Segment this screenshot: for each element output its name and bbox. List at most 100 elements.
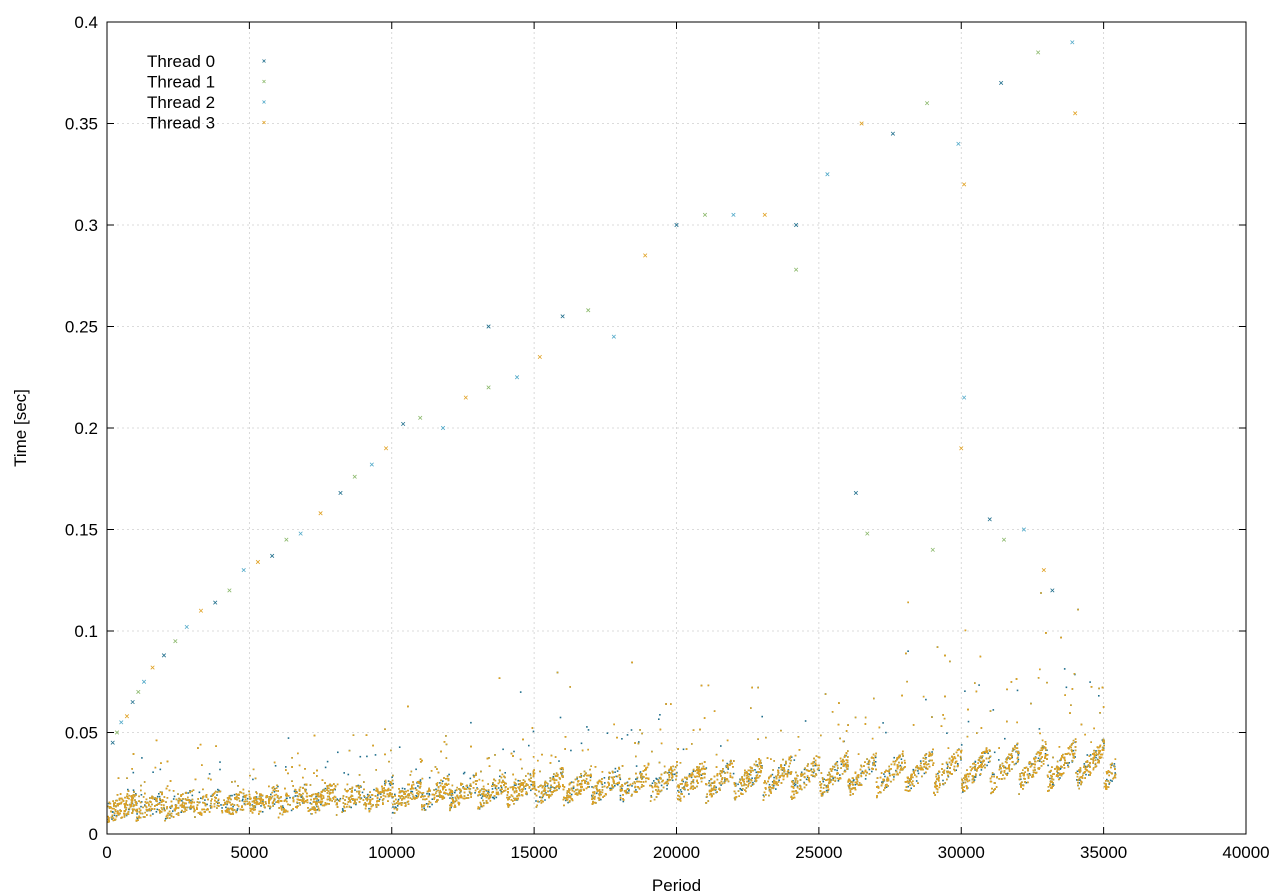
data-point	[528, 744, 530, 747]
data-point	[787, 769, 790, 771]
data-point	[341, 808, 344, 810]
data-point	[885, 731, 887, 734]
data-point	[208, 773, 211, 775]
data-point	[690, 776, 693, 779]
data-point	[980, 761, 982, 764]
data-point	[1012, 749, 1015, 751]
data-point	[172, 798, 175, 800]
data-point	[635, 789, 637, 791]
data-point	[588, 786, 590, 788]
data-point	[459, 791, 462, 793]
data-point	[872, 762, 874, 764]
data-point	[466, 786, 469, 789]
data-point	[1006, 772, 1009, 775]
data-point	[631, 785, 633, 787]
data-point	[190, 799, 192, 802]
data-point	[559, 716, 562, 719]
data-point	[1052, 783, 1054, 786]
data-point	[673, 773, 676, 776]
data-point	[666, 784, 668, 787]
data-point	[1088, 774, 1090, 776]
data-point	[1049, 771, 1051, 773]
data-point	[754, 769, 756, 771]
data-point	[688, 793, 690, 795]
data-point	[437, 795, 439, 797]
data-point	[679, 789, 682, 791]
data-point	[1038, 728, 1041, 730]
data-point	[152, 813, 154, 815]
data-point	[984, 752, 986, 754]
data-point	[479, 794, 482, 796]
data-point	[300, 796, 303, 798]
data-point	[274, 765, 277, 767]
data-point	[628, 790, 630, 792]
data-point	[946, 767, 949, 769]
data-point	[361, 791, 364, 794]
data-point	[1085, 773, 1087, 776]
data-point	[572, 787, 575, 790]
data-point	[255, 796, 258, 798]
data-point	[419, 780, 421, 783]
data-point	[181, 799, 183, 802]
data-point	[112, 811, 114, 813]
data-point	[867, 761, 870, 763]
data-point	[1079, 779, 1081, 781]
data-point	[172, 810, 174, 812]
data-point	[285, 766, 287, 768]
data-point	[1059, 759, 1061, 762]
data-point	[136, 810, 139, 812]
data-point	[761, 765, 763, 767]
data-point	[499, 775, 501, 778]
data-point	[524, 788, 527, 790]
data-point	[191, 794, 194, 797]
data-point	[636, 777, 638, 780]
data-point	[1042, 746, 1044, 749]
data-point	[232, 805, 234, 808]
data-point	[1011, 756, 1013, 759]
data-point	[1111, 780, 1113, 782]
data-point	[619, 794, 622, 797]
data-points	[107, 40, 1117, 823]
data-point	[812, 775, 814, 778]
data-point	[450, 806, 452, 809]
data-point	[685, 781, 687, 783]
data-point	[541, 796, 544, 799]
data-point	[469, 784, 471, 787]
data-point	[1084, 765, 1087, 768]
data-point	[424, 809, 427, 811]
data-point	[638, 741, 640, 743]
data-point	[324, 787, 327, 790]
data-point	[586, 726, 588, 728]
data-point	[480, 805, 482, 808]
data-point	[818, 769, 820, 772]
data-point	[609, 787, 611, 790]
data-point	[580, 742, 583, 745]
data-point	[1052, 784, 1055, 786]
data-point	[1037, 757, 1040, 760]
data-point	[1076, 779, 1078, 781]
data-point	[136, 817, 139, 820]
data-point	[281, 805, 284, 807]
data-point	[1095, 754, 1097, 756]
data-point	[734, 782, 737, 785]
data-point	[293, 790, 296, 793]
data-point	[491, 796, 494, 799]
data-point	[768, 788, 771, 791]
data-point	[428, 793, 430, 795]
data-point	[790, 756, 793, 758]
data-point	[630, 729, 633, 731]
data-point	[111, 818, 113, 820]
data-point	[1086, 754, 1089, 756]
data-point	[439, 782, 441, 784]
data-point	[711, 782, 714, 784]
data-point	[462, 772, 465, 775]
data-point	[1083, 763, 1086, 765]
data-point	[635, 778, 637, 780]
data-point	[606, 732, 609, 734]
data-point	[366, 793, 369, 796]
data-point	[756, 764, 758, 766]
data-point	[141, 757, 143, 759]
data-point	[282, 806, 285, 809]
data-point	[1068, 762, 1070, 764]
data-point	[322, 789, 324, 791]
